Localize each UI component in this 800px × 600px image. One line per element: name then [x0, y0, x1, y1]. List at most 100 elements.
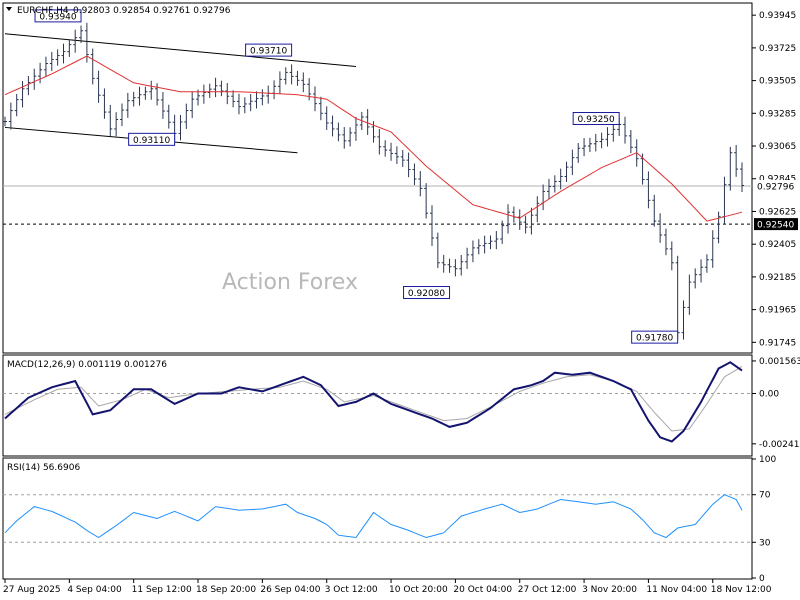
price-annotations: 0.93940 0.93710 0.93110 0.93250 0.92080 0.917… [34, 9, 679, 344]
price-panel-frame [2, 2, 753, 354]
price-bar [38, 62, 43, 84]
price-bar [131, 91, 136, 107]
trendline [4, 33, 356, 67]
price-tag-box [754, 180, 798, 193]
price-bar [14, 93, 19, 117]
price-bar [160, 92, 165, 119]
x-tick-label: 11 Sep 12:00 [132, 585, 192, 595]
price-bar [482, 235, 487, 254]
price-tag: 0.92796 [754, 180, 798, 193]
price-bar [605, 127, 610, 147]
price-bar [429, 205, 434, 247]
price-bar [137, 86, 142, 106]
price-bar [523, 215, 528, 234]
price-bar [143, 86, 148, 100]
y-tick-label: 0.93065 [759, 142, 796, 152]
x-tick-label: 3 Oct 12:00 [325, 585, 378, 595]
price-bar [73, 29, 78, 53]
price-bar [587, 137, 592, 153]
x-tick-label: 27 Aug 2025 [3, 585, 61, 595]
price-annotation: 0.93250 [572, 112, 620, 126]
price-bar [102, 88, 107, 119]
x-tick-label: 10 Oct 20:00 [389, 585, 448, 595]
price-bar [734, 144, 739, 177]
price-bar [67, 39, 72, 57]
y-tick-label: 0.92405 [759, 240, 796, 250]
x-tick-label: 4 Sep 04:00 [67, 585, 122, 595]
y-tick-label: 0.001563 [759, 357, 800, 367]
price-bar [663, 228, 668, 256]
price-bar [394, 146, 399, 164]
x-tick-label: 18 Sep 20:00 [196, 585, 256, 595]
price-bar [353, 116, 358, 141]
y-tick-label: 0.92845 [759, 175, 796, 185]
annotation-box [245, 43, 293, 57]
price-bar [219, 80, 224, 97]
annotation-label: 0.93710 [250, 47, 287, 57]
price-bar [552, 175, 557, 193]
price-bar [330, 115, 335, 137]
price-bar [348, 127, 353, 147]
price-tag-box [754, 218, 798, 231]
y-tick-label: 30 [759, 538, 771, 548]
price-bar [196, 89, 201, 106]
annotation-label: 0.93940 [39, 12, 76, 22]
price-bar [546, 178, 551, 199]
price-bar [453, 259, 458, 277]
price-bar [704, 254, 709, 273]
price-bar [611, 122, 616, 142]
annotation-label: 0.93250 [578, 115, 615, 125]
price-bar [225, 83, 230, 105]
price-tag-label: 0.92540 [757, 221, 794, 231]
x-tick-label: 18 Nov 12:00 [711, 585, 772, 595]
price-bar [728, 146, 733, 191]
price-bar [248, 93, 253, 112]
price-bar [61, 43, 66, 64]
macd-axis: 0.001563 0.00 -0.002413 [752, 357, 800, 450]
price-bar [283, 67, 288, 85]
annotation-box [572, 112, 620, 126]
price-bar [342, 127, 347, 149]
price-bar [652, 194, 657, 227]
y-tick-label: 0.00 [759, 390, 779, 400]
rsi-axis: 100 70 30 0 [752, 455, 776, 584]
price-bar [125, 92, 130, 118]
price-bar [184, 103, 189, 129]
price-bar [640, 153, 645, 185]
price-bar [465, 247, 470, 269]
price-bar [313, 86, 318, 112]
macd-main-line [4, 361, 743, 443]
price-bar [599, 132, 604, 149]
y-tick-label: 100 [759, 455, 776, 465]
price-bar [470, 240, 475, 263]
price-bar [178, 114, 183, 141]
price-bar [55, 49, 60, 66]
price-bar [236, 93, 241, 115]
y-tick-label: 70 [759, 491, 771, 501]
price-bar [435, 232, 440, 269]
price-bar [699, 259, 704, 283]
price-bar [365, 109, 370, 135]
price-bar [576, 143, 581, 163]
macd-panel-frame [2, 354, 753, 457]
price-bar [687, 274, 692, 315]
price-bar [20, 80, 25, 108]
price-bar [658, 213, 663, 243]
price-bar [412, 163, 417, 186]
price-bar [593, 133, 598, 152]
dropdown-triangle-icon[interactable] [6, 7, 12, 11]
annotation-box [403, 286, 451, 300]
y-tick-label: 0.91745 [759, 338, 796, 348]
price-bar [564, 161, 569, 182]
price-bar [289, 64, 294, 85]
x-tick-label: 11 Nov 04:00 [646, 585, 707, 595]
price-bar [500, 220, 505, 244]
price-bar [406, 152, 411, 178]
price-bar [400, 150, 405, 167]
price-annotation: 0.93710 [245, 43, 293, 57]
y-tick-label: 0.91965 [759, 306, 796, 316]
price-bar [90, 48, 95, 85]
price-bar [623, 116, 628, 144]
price-bar [529, 207, 534, 235]
